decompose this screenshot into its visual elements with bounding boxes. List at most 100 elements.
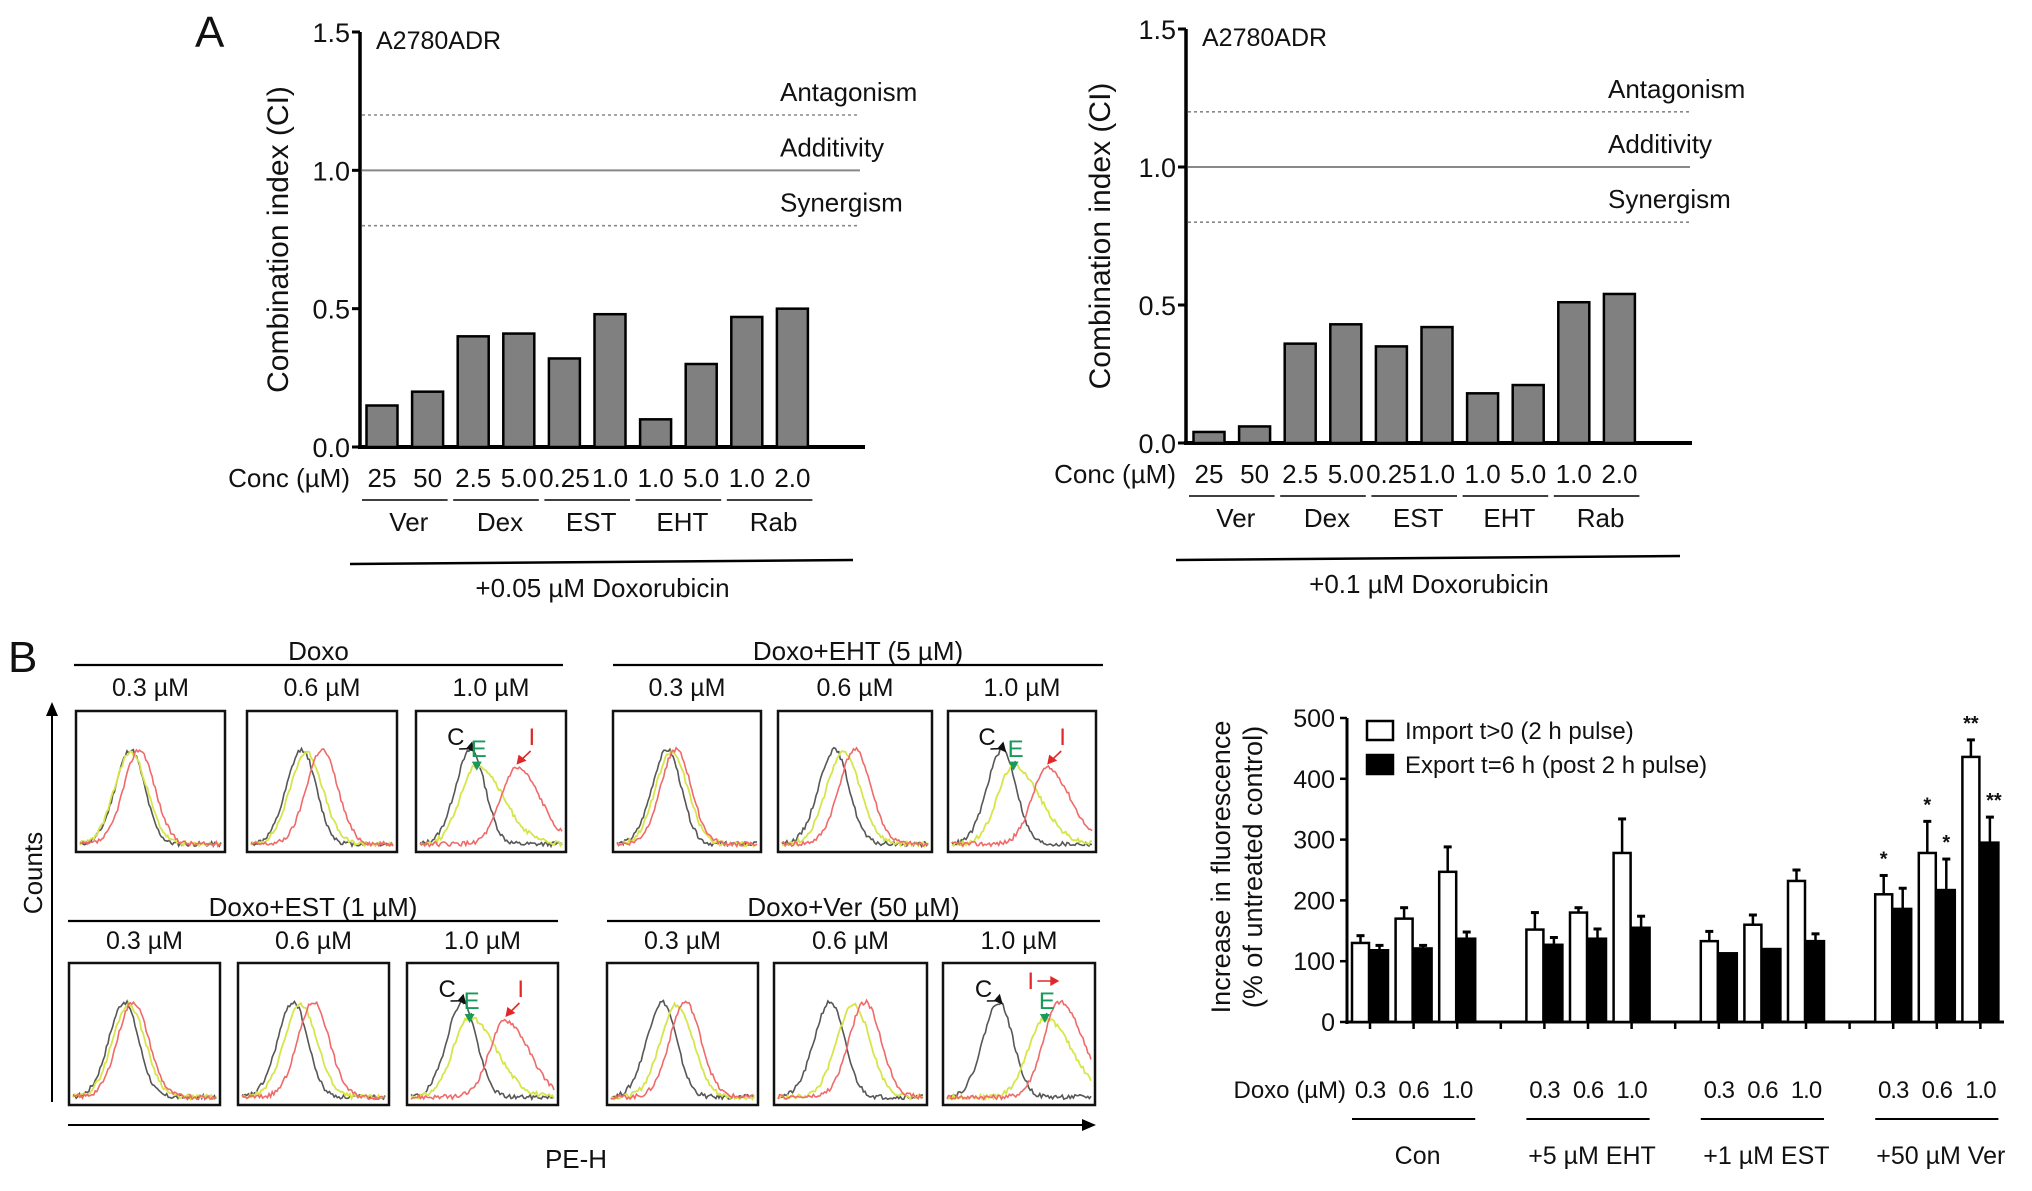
y-tick-label: 0.0 [312,433,350,463]
arrowhead-e-icon [464,1013,475,1023]
group-label: Ver [1216,503,1255,533]
bar-import [1743,923,1763,1024]
reference-label-additivity: Additivity [1608,129,1712,159]
histogram-plot: C EI [941,961,1097,1107]
y-tick-label: 100 [1293,948,1335,976]
group-label: +50 µM Ver [1876,1142,2005,1170]
curve-label-e: E [1008,736,1024,763]
group-label: EST [1393,503,1444,533]
x-tick-label: 0.3 [1704,1077,1735,1104]
y-tick-label: 400 [1293,766,1335,794]
curve-export [250,750,394,848]
y-tick-label: 300 [1293,827,1335,855]
x-tick-label: 5.0 [501,463,537,493]
plot-frame [605,961,760,1107]
group-label: Rab [1577,503,1625,533]
x-tick-label: 0.6 [1398,1077,1429,1104]
ci-chart-low-doxo: 0.0 0.5 1.0 1.5 A2780ADR Combination index (C… [228,18,917,603]
x-tick-label: 0.3 [1529,1077,1560,1104]
histogram-plot [245,709,399,854]
group-label: Dex [477,507,523,537]
curve-import [79,748,222,848]
arrowhead-i-icon [505,1006,516,1017]
significance-marker: ** [1963,713,1979,735]
legend-label-export: Export t=6 h (post 2 h pulse) [1405,752,1707,779]
bar [775,307,810,449]
arrowhead-e-icon [1039,1013,1050,1023]
bar-import [1437,870,1458,1024]
x-tick-label: 5.0 [1328,459,1364,489]
chart-title: A2780ADR [376,27,501,55]
conc-label: 0.6 µM [812,927,889,955]
group-label: Dex [1304,503,1350,533]
pe-h-label: PE-H [545,1144,607,1174]
x-tick-label: 1.0 [1791,1077,1822,1104]
x-tick-label: 1.0 [729,463,765,493]
conc-label: 1.0 µM [981,927,1058,955]
bar-import [1350,941,1371,1024]
bar [410,390,445,449]
x-tick-label: 1.0 [638,463,674,493]
curve-label-c: C [978,724,995,751]
plot-frame [941,961,1097,1107]
y-axis-label: Combination index (CI) [1084,83,1117,390]
y-axis-label-line2: (% of untreated control) [1238,726,1268,1008]
curve-label-e: E [1039,988,1055,1015]
x-tick-label: 1.0 [1465,459,1501,489]
bar-export [1587,937,1608,1024]
x-tick-label: 1.0 [1965,1077,1996,1104]
legend-swatch-export [1365,753,1395,776]
histogram-plot [236,961,391,1107]
bar [1283,342,1317,445]
curve-label-i: I [529,724,536,751]
bar-export [1762,947,1782,1024]
counts-label: Counts [18,832,48,914]
y-tick-label: 0.5 [1138,291,1176,321]
bar-export [1413,947,1433,1024]
x-tick-label: 0.25 [539,463,590,493]
arrowhead-c-icon [997,741,1007,753]
bar [1192,430,1226,445]
arrowhead-i-icon [516,754,527,765]
x-tick-label: 1.0 [1556,459,1592,489]
condition-title: Doxo+EHT (5 µM) [753,636,963,666]
bar-import [1699,939,1720,1024]
reference-label-synergism: Synergism [780,188,903,218]
y-tick-label: 500 [1293,705,1335,733]
bar-export [1631,926,1651,1024]
x-tick-label: 2.0 [1601,459,1637,489]
curve-export [610,1001,755,1102]
bar-export [1456,937,1477,1024]
group-label: Con [1395,1142,1441,1170]
bar-import [1961,755,1981,1024]
x-tick-label: 25 [1195,459,1224,489]
ci-chart-high-doxo: 0.0 0.5 1.0 1.5 A2780ADR Combination index (C… [1054,15,1745,599]
y-tick-label: 0 [1321,1009,1335,1037]
x-axis-prefix: Conc (µM) [1054,459,1176,489]
condition-title: Doxo+Ver (50 µM) [747,892,959,922]
bar [456,335,490,449]
curve-import [250,748,394,848]
plot-frame [236,961,391,1107]
bar-export [1544,943,1564,1024]
bar [1465,392,1500,445]
curve-control [410,998,555,1102]
group-label: +5 µM EHT [1528,1142,1656,1170]
chart-title: A2780ADR [1202,24,1327,52]
x-tick-label: 0.25 [1366,459,1417,489]
group-label: +1 µM EST [1703,1142,1829,1170]
conc-label: 1.0 µM [453,674,530,702]
panel-label-b: B [8,633,37,682]
conc-label: 0.3 µM [112,674,189,702]
curve-import [410,1018,555,1101]
histogram-plot [605,961,760,1107]
bar-export [1805,939,1826,1024]
bar-import [1786,879,1807,1024]
condition-title: Doxo [288,636,349,666]
treatment-label: +0.05 µM Doxorubicin [475,573,729,603]
plot-frame [245,709,399,854]
group-label: Ver [389,507,428,537]
x-tick-label: 2.5 [455,463,491,493]
arrowhead-c-icon [466,741,476,753]
